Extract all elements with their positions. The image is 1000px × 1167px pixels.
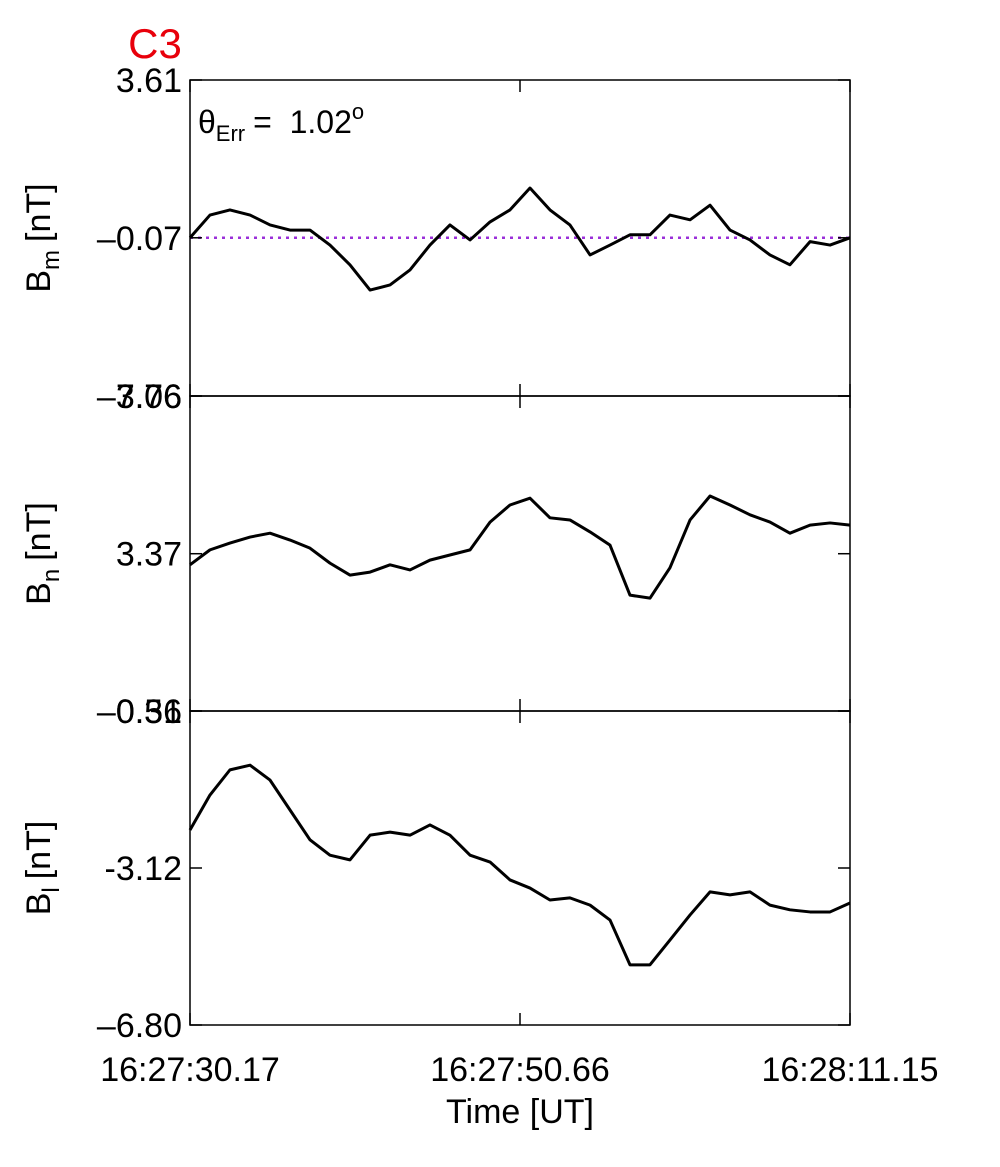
y-axis-label: Bn [nT] <box>20 502 65 605</box>
data-line <box>188 763 851 967</box>
y-tick-label: 0.56 <box>116 693 182 731</box>
y-axis-label: Bm [nT] <box>20 183 65 292</box>
y-label-sub: l <box>38 887 65 892</box>
y-tick-label: -3.12 <box>105 850 183 888</box>
annotation-symbol: θ <box>198 104 216 140</box>
x-tick-label: 16:27:30.17 <box>100 1051 280 1089</box>
plot-frame <box>189 710 851 1026</box>
chart-title: C3 <box>128 20 182 67</box>
data-line <box>189 494 851 600</box>
y-label-base: B <box>20 270 58 293</box>
x-axis-label: Time [UT] <box>446 1093 594 1131</box>
annotation-text: = 1.02 <box>253 104 352 140</box>
y-tick-label: –0.07 <box>97 220 182 258</box>
y-label-base: B <box>20 582 58 605</box>
y-axis-label: Bl [nT] <box>20 821 65 916</box>
y-tick-label: 7.06 <box>116 378 182 416</box>
x-tick-label: 16:28:11.15 <box>761 1051 938 1089</box>
y-tick-label: –0.31 <box>97 693 182 731</box>
y-tick-label: –6.80 <box>97 1007 182 1045</box>
y-label-unit: [nT] <box>20 821 58 880</box>
annotation-sup: o <box>352 99 364 124</box>
annotation: θErr = 1.02o <box>198 99 364 146</box>
y-label-unit: [nT] <box>20 502 58 561</box>
annotation-sub: Err <box>216 121 245 146</box>
y-label-base: B <box>20 893 58 916</box>
x-tick-label: 16:27:50.66 <box>430 1051 610 1089</box>
plot-frame <box>189 395 851 712</box>
y-tick-label: 3.61 <box>116 62 182 100</box>
y-label-sub: m <box>38 250 65 270</box>
y-tick-label: –3.76 <box>97 378 182 416</box>
y-label-sub: n <box>38 569 65 582</box>
data-line <box>188 186 851 292</box>
y-label-unit: [nT] <box>20 183 58 242</box>
y-tick-label: 3.37 <box>116 536 182 574</box>
